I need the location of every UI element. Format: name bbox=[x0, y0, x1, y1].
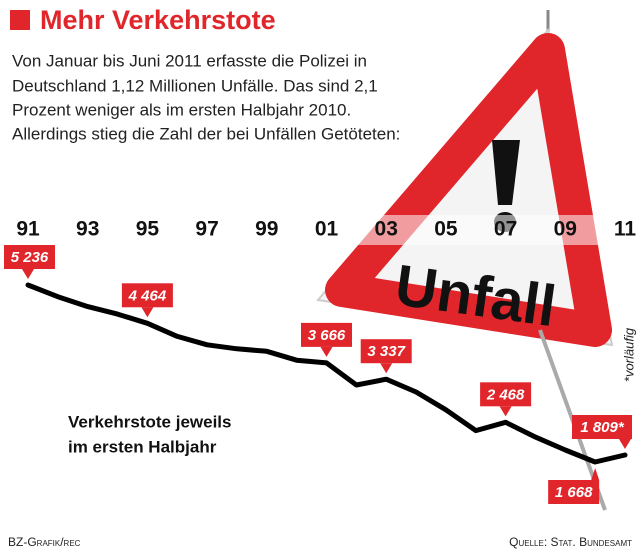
annotation: Verkehrstote jeweils bbox=[68, 412, 231, 431]
x-tick-label: 03 bbox=[375, 218, 398, 241]
value-label: 1 809* bbox=[580, 419, 625, 436]
x-tick-label: 91 bbox=[16, 218, 40, 241]
x-tick-label: 07 bbox=[494, 218, 517, 241]
value-label-box bbox=[301, 322, 352, 347]
annotation: im ersten Halbjahr bbox=[68, 437, 217, 456]
value-label: 1 668 bbox=[555, 484, 593, 501]
label-pointer bbox=[499, 406, 512, 417]
label-pointer bbox=[591, 468, 600, 480]
value-label-box bbox=[480, 382, 532, 407]
label-pointer bbox=[141, 307, 154, 318]
value-label-box bbox=[121, 283, 173, 308]
subtitle-line: Allerdings stieg die Zahl der bei Unfäll… bbox=[12, 124, 400, 143]
x-tick-label: 95 bbox=[136, 218, 160, 241]
source: Quelle: Stat. Bundesamt bbox=[509, 535, 632, 549]
x-tick-label: 97 bbox=[195, 218, 218, 241]
footnote: *vorläufig bbox=[621, 327, 636, 382]
x-tick-label: 11 bbox=[614, 218, 637, 241]
x-tick-label: 99 bbox=[255, 218, 278, 241]
x-tick-label: 93 bbox=[76, 218, 99, 241]
value-label-box bbox=[572, 415, 632, 440]
label-pointer bbox=[22, 269, 34, 279]
line bbox=[25, 282, 628, 465]
credit: BZ-Grafik/rec bbox=[8, 535, 81, 549]
x-tick-label: 09 bbox=[554, 218, 577, 241]
label-pointer bbox=[380, 363, 393, 374]
x-tick-label: 01 bbox=[315, 218, 339, 241]
value-label: 3 337 bbox=[367, 343, 405, 360]
subtitle-line: Prozent weniger als im ersten Halbjahr 2… bbox=[12, 100, 351, 119]
label-pointer bbox=[320, 346, 333, 357]
value-label: 3 666 bbox=[308, 327, 346, 344]
subtitle-line: Deutschland 1,12 Millionen Unfälle. Das … bbox=[12, 76, 378, 95]
x-tick-label: 05 bbox=[434, 218, 458, 241]
value-label-box bbox=[360, 339, 412, 364]
value-label: 2 468 bbox=[486, 386, 525, 403]
value-label: 4 464 bbox=[128, 287, 167, 304]
subtitle-line: Von Januar bis Juni 2011 erfasste die Po… bbox=[12, 51, 367, 70]
value-label-box bbox=[4, 245, 55, 269]
label-pointer bbox=[619, 439, 631, 450]
title: Mehr Verkehrstote bbox=[40, 5, 276, 35]
title-marker bbox=[10, 10, 30, 30]
value-label-box bbox=[548, 480, 600, 504]
value-label: 5 236 bbox=[11, 249, 49, 266]
